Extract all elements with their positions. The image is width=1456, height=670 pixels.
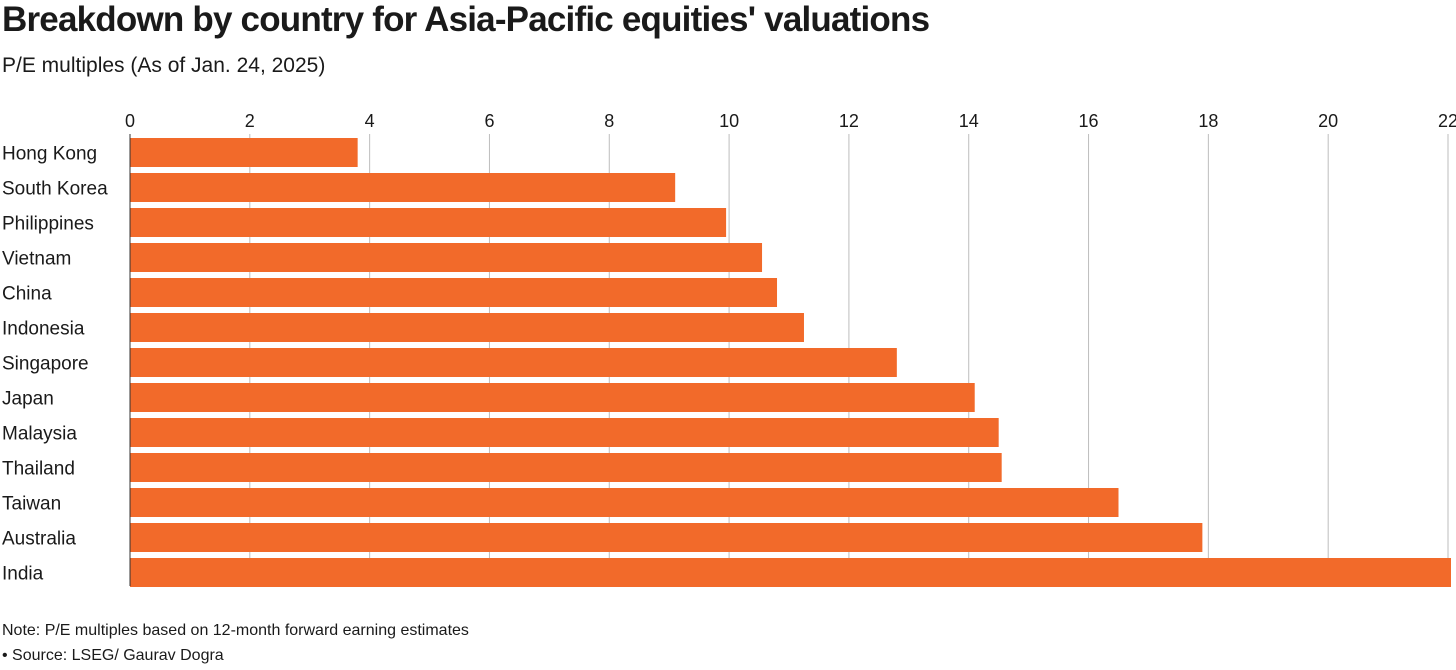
category-label: Philippines [2, 214, 94, 235]
bar [130, 138, 358, 167]
x-tick-label: 4 [365, 111, 375, 131]
x-tick-label: 22 [1438, 111, 1456, 131]
x-tick-label: 16 [1079, 111, 1099, 131]
category-labels: Hong Kong South Korea Philippines Vietnam Ch… [2, 144, 108, 585]
category-label: Japan [2, 389, 54, 410]
bar [130, 208, 727, 237]
footnote: Note: P/E multiples based on 12-month fo… [2, 622, 469, 639]
bar [130, 278, 778, 307]
category-label: Vietnam [2, 249, 71, 270]
x-tick-label: 8 [604, 111, 614, 131]
bar [130, 348, 897, 377]
category-label: India [2, 564, 44, 585]
x-tick-label: 0 [125, 111, 135, 131]
x-tick-label: 2 [245, 111, 255, 131]
bar [130, 418, 999, 447]
bar [130, 313, 804, 342]
category-label: Malaysia [2, 424, 77, 445]
bar [130, 173, 676, 202]
x-tick-label: 14 [959, 111, 979, 131]
bar [130, 453, 1002, 482]
category-label: Singapore [2, 354, 89, 375]
bar [130, 488, 1119, 517]
x-tick-label: 6 [484, 111, 494, 131]
category-label: Australia [2, 529, 76, 550]
category-label: Taiwan [2, 494, 61, 515]
chart-subtitle: P/E multiples (As of Jan. 24, 2025) [2, 54, 326, 77]
x-tick-label: 18 [1198, 111, 1218, 131]
source-line: • Source: LSEG/ Gaurav Dogra [2, 647, 224, 664]
category-label: China [2, 284, 52, 305]
bars [130, 138, 1451, 587]
bar [130, 558, 1451, 587]
bar [130, 383, 975, 412]
bar [130, 523, 1203, 552]
bar-chart: 0 2 4 6 8 10 12 14 16 18 20 22 Hong Kong South Korea… [2, 111, 1456, 587]
category-label: Thailand [2, 459, 75, 480]
bar [130, 243, 763, 272]
x-tick-label: 20 [1318, 111, 1338, 131]
x-tick-label: 12 [839, 111, 859, 131]
category-label: South Korea [2, 179, 108, 200]
category-label: Hong Kong [2, 144, 97, 165]
category-label: Indonesia [2, 319, 85, 340]
x-tick-labels: 0 2 4 6 8 10 12 14 16 18 20 22 [125, 111, 1456, 131]
x-tick-label: 10 [719, 111, 739, 131]
chart-title: Breakdown by country for Asia-Pacific eq… [2, 0, 930, 39]
